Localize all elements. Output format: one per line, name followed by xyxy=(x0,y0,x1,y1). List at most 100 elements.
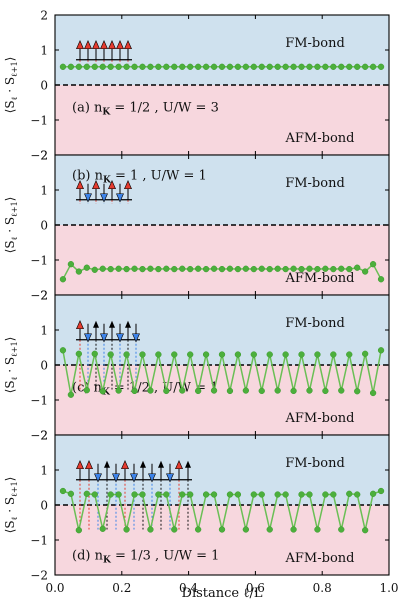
data-point xyxy=(91,266,98,273)
spin-down-marker xyxy=(100,333,108,343)
spin-down-marker xyxy=(148,473,156,483)
x-tick-label: 1.0 xyxy=(379,581,398,595)
data-point xyxy=(171,63,178,70)
data-point xyxy=(346,63,353,70)
spin-up-marker xyxy=(108,180,116,190)
data-point xyxy=(210,63,218,70)
data-point xyxy=(266,351,273,358)
spin-down-marker xyxy=(166,473,174,483)
data-point xyxy=(362,63,369,70)
data-point xyxy=(115,63,122,70)
x-tick-label: 0.4 xyxy=(179,581,198,595)
y-axis-title-part: · S xyxy=(3,497,17,517)
y-axis-title-sub: ℓ xyxy=(10,96,19,100)
data-point xyxy=(83,63,90,70)
afm-region xyxy=(55,85,389,155)
y-tick-label: −2 xyxy=(30,149,48,163)
y-axis-title-part: ⟨S xyxy=(3,240,17,253)
data-point xyxy=(314,63,321,70)
data-point xyxy=(107,63,114,70)
data-point xyxy=(195,387,202,395)
data-point xyxy=(67,261,75,268)
y-tick-label: 2 xyxy=(40,289,48,303)
fm-region xyxy=(55,15,389,85)
data-point xyxy=(75,527,82,534)
data-point xyxy=(155,491,162,498)
data-point xyxy=(274,491,281,498)
data-point xyxy=(163,265,170,272)
data-point xyxy=(346,351,353,358)
panel-label: (d) nK = 1/3 , U/W = 1 xyxy=(72,548,219,565)
data-point xyxy=(218,351,226,358)
spin-up-marker xyxy=(175,460,183,470)
data-point xyxy=(250,63,257,70)
data-point xyxy=(179,63,186,70)
data-point xyxy=(377,347,385,354)
y-tick-label: 1 xyxy=(40,464,48,478)
data-point xyxy=(59,347,67,354)
data-point xyxy=(131,491,138,498)
y-axis-title-sub: ℓ xyxy=(10,236,19,240)
spin-up-marker xyxy=(76,320,84,330)
data-point xyxy=(242,63,249,70)
data-point xyxy=(330,491,337,498)
data-point xyxy=(131,387,138,395)
data-point xyxy=(59,63,67,70)
y-axis-title: ⟨Sℓ · Sℓ+1⟩ xyxy=(3,477,19,534)
data-point xyxy=(123,351,130,358)
data-point xyxy=(202,265,210,273)
data-point xyxy=(314,526,321,533)
data-point xyxy=(338,387,345,394)
data-point xyxy=(107,265,114,273)
spin-down-marker xyxy=(132,333,140,343)
data-point xyxy=(226,265,234,272)
panel-label-part: = 1/2 , U/W = 3 xyxy=(110,100,219,115)
data-point xyxy=(377,63,385,70)
data-point xyxy=(83,387,90,394)
data-point xyxy=(282,265,289,273)
y-tick-label: −2 xyxy=(30,429,48,443)
data-point xyxy=(282,63,289,70)
data-point xyxy=(155,63,162,70)
fm-bond-label: FM-bond xyxy=(285,316,345,331)
panel-label-sub: K xyxy=(102,107,111,117)
data-point xyxy=(314,265,321,273)
y-axis-title-part: ⟩ xyxy=(3,477,17,482)
y-tick-label: −1 xyxy=(30,254,48,268)
data-point xyxy=(266,63,273,70)
y-tick-label: 2 xyxy=(40,9,48,23)
spin-down-marker xyxy=(116,193,124,203)
fm-bond-label: FM-bond xyxy=(285,36,345,51)
spin-up-marker xyxy=(116,40,124,50)
data-point xyxy=(115,265,122,272)
data-point xyxy=(306,63,313,70)
panel-label-sub: K xyxy=(103,176,112,186)
y-tick-label: 2 xyxy=(40,149,48,163)
y-axis-title-sub: ℓ+1 xyxy=(10,61,19,77)
data-point xyxy=(187,265,194,273)
y-axis-title-sub: ℓ+1 xyxy=(10,201,19,217)
fm-bond-label: FM-bond xyxy=(285,456,345,471)
data-point xyxy=(171,351,178,358)
data-point xyxy=(202,351,210,358)
data-point xyxy=(298,351,305,358)
spin-up-marker xyxy=(76,180,84,190)
fm-region xyxy=(55,155,389,225)
y-axis-title-part: ⟨S xyxy=(3,380,17,393)
y-tick-label: 0 xyxy=(40,219,48,233)
data-point xyxy=(123,526,130,533)
data-point xyxy=(123,265,130,273)
data-point xyxy=(179,491,186,498)
data-point xyxy=(131,63,138,70)
panel-label-part: (b) n xyxy=(72,169,104,184)
afm-bond-label: AFM-bond xyxy=(285,271,355,286)
y-tick-label: −2 xyxy=(30,569,48,583)
spin-up-marker xyxy=(85,460,93,470)
data-point xyxy=(338,265,345,272)
data-point xyxy=(338,526,345,533)
data-point xyxy=(282,351,289,358)
data-point xyxy=(298,491,305,498)
panel-label-part: (d) n xyxy=(72,548,104,563)
data-point xyxy=(274,63,281,70)
